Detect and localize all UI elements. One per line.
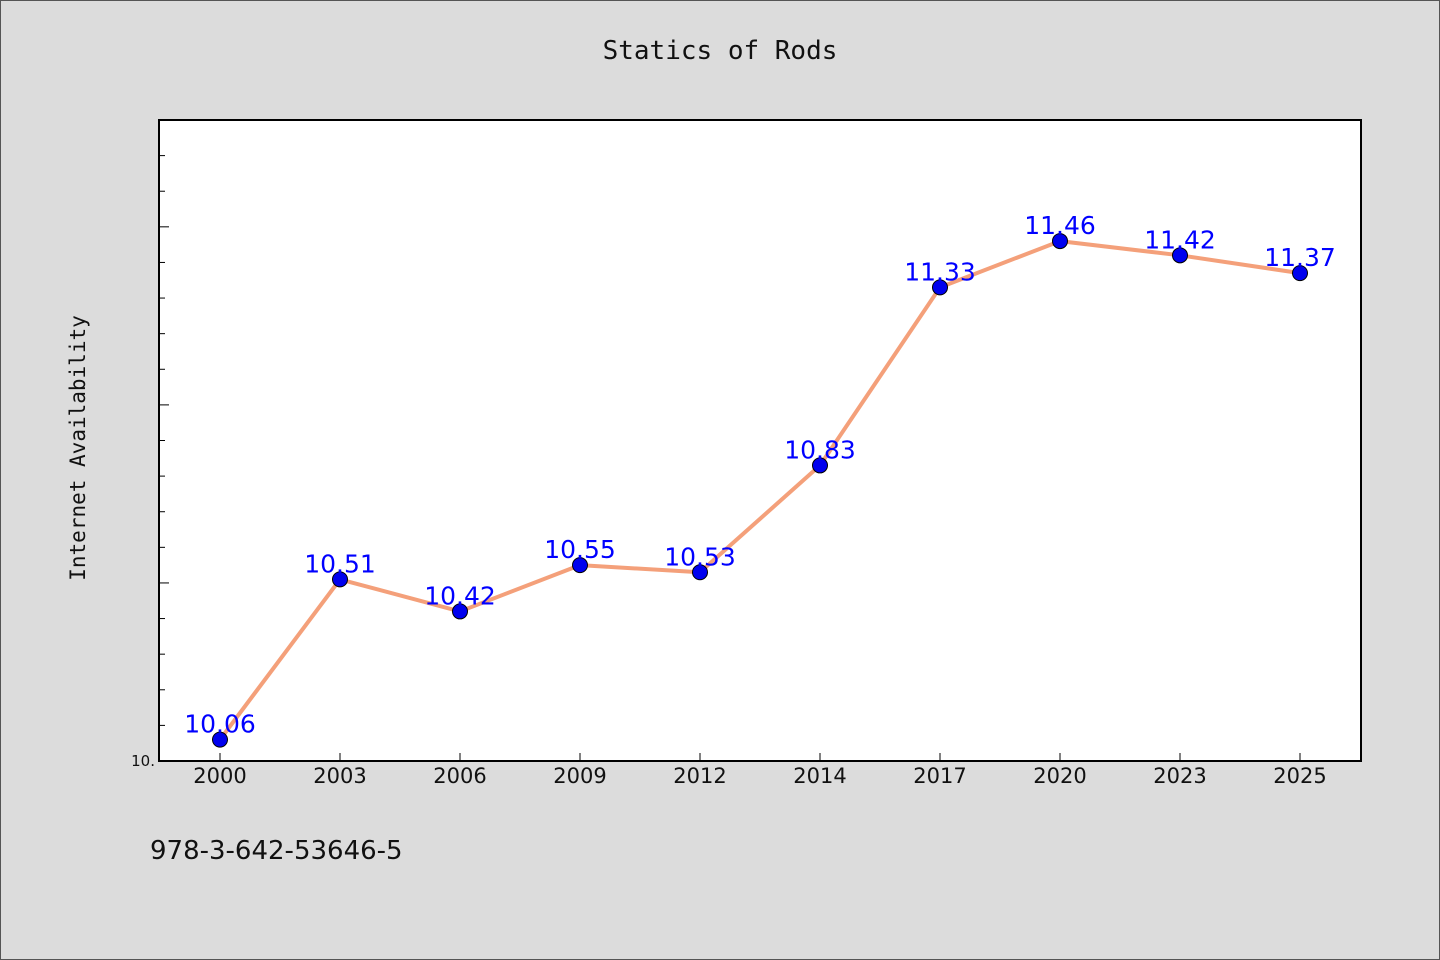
data-point [932, 279, 948, 296]
x-axis-ticks: 2000 2003 2006 2009 2012 2014 2017 2020 2023 2025 [193, 753, 1327, 788]
series-line [218, 239, 1301, 741]
data-label: 11.46 [1024, 211, 1096, 240]
x-tick-label: 2009 [553, 764, 606, 788]
data-markers [212, 233, 1308, 748]
x-tick-label: 2003 [313, 764, 366, 788]
data-point [572, 557, 588, 574]
data-label: 11.42 [1144, 225, 1216, 254]
data-point [332, 571, 348, 588]
data-point [1052, 233, 1068, 250]
x-tick-label: 2020 [1033, 764, 1086, 788]
data-label: 10.06 [184, 710, 256, 739]
data-point [692, 564, 708, 581]
x-tick-label: 2012 [673, 764, 726, 788]
x-tick-label: 2006 [433, 764, 486, 788]
series-line-group [218, 239, 1301, 741]
data-label: 10.83 [784, 435, 856, 464]
data-point [212, 731, 228, 748]
isbn-footer: 978-3-642-53646-5 [150, 836, 403, 866]
data-point [1172, 247, 1188, 264]
data-label: 10.42 [424, 581, 496, 610]
data-point [812, 457, 828, 474]
y-tick-label: 10. [131, 752, 155, 770]
data-point [452, 603, 468, 620]
x-tick-label: 2025 [1273, 764, 1326, 788]
x-tick-label: 2017 [913, 764, 966, 788]
data-label: 10.55 [544, 535, 616, 564]
data-label: 11.37 [1264, 243, 1336, 272]
data-label: 11.33 [904, 257, 976, 286]
x-tick-label: 2023 [1153, 764, 1206, 788]
chart-title: Statics of Rods [602, 36, 838, 66]
plot-area [158, 119, 1362, 762]
data-point [1292, 265, 1308, 282]
x-tick-label: 2000 [193, 764, 246, 788]
y-axis-ticks: 10. [131, 155, 169, 770]
data-label: 10.51 [304, 549, 376, 578]
data-labels: 10.06 10.51 10.42 10.55 10.53 10.83 11.33 11.46… [184, 211, 1336, 739]
data-label: 10.53 [664, 542, 736, 571]
x-tick-label: 2014 [793, 764, 846, 788]
